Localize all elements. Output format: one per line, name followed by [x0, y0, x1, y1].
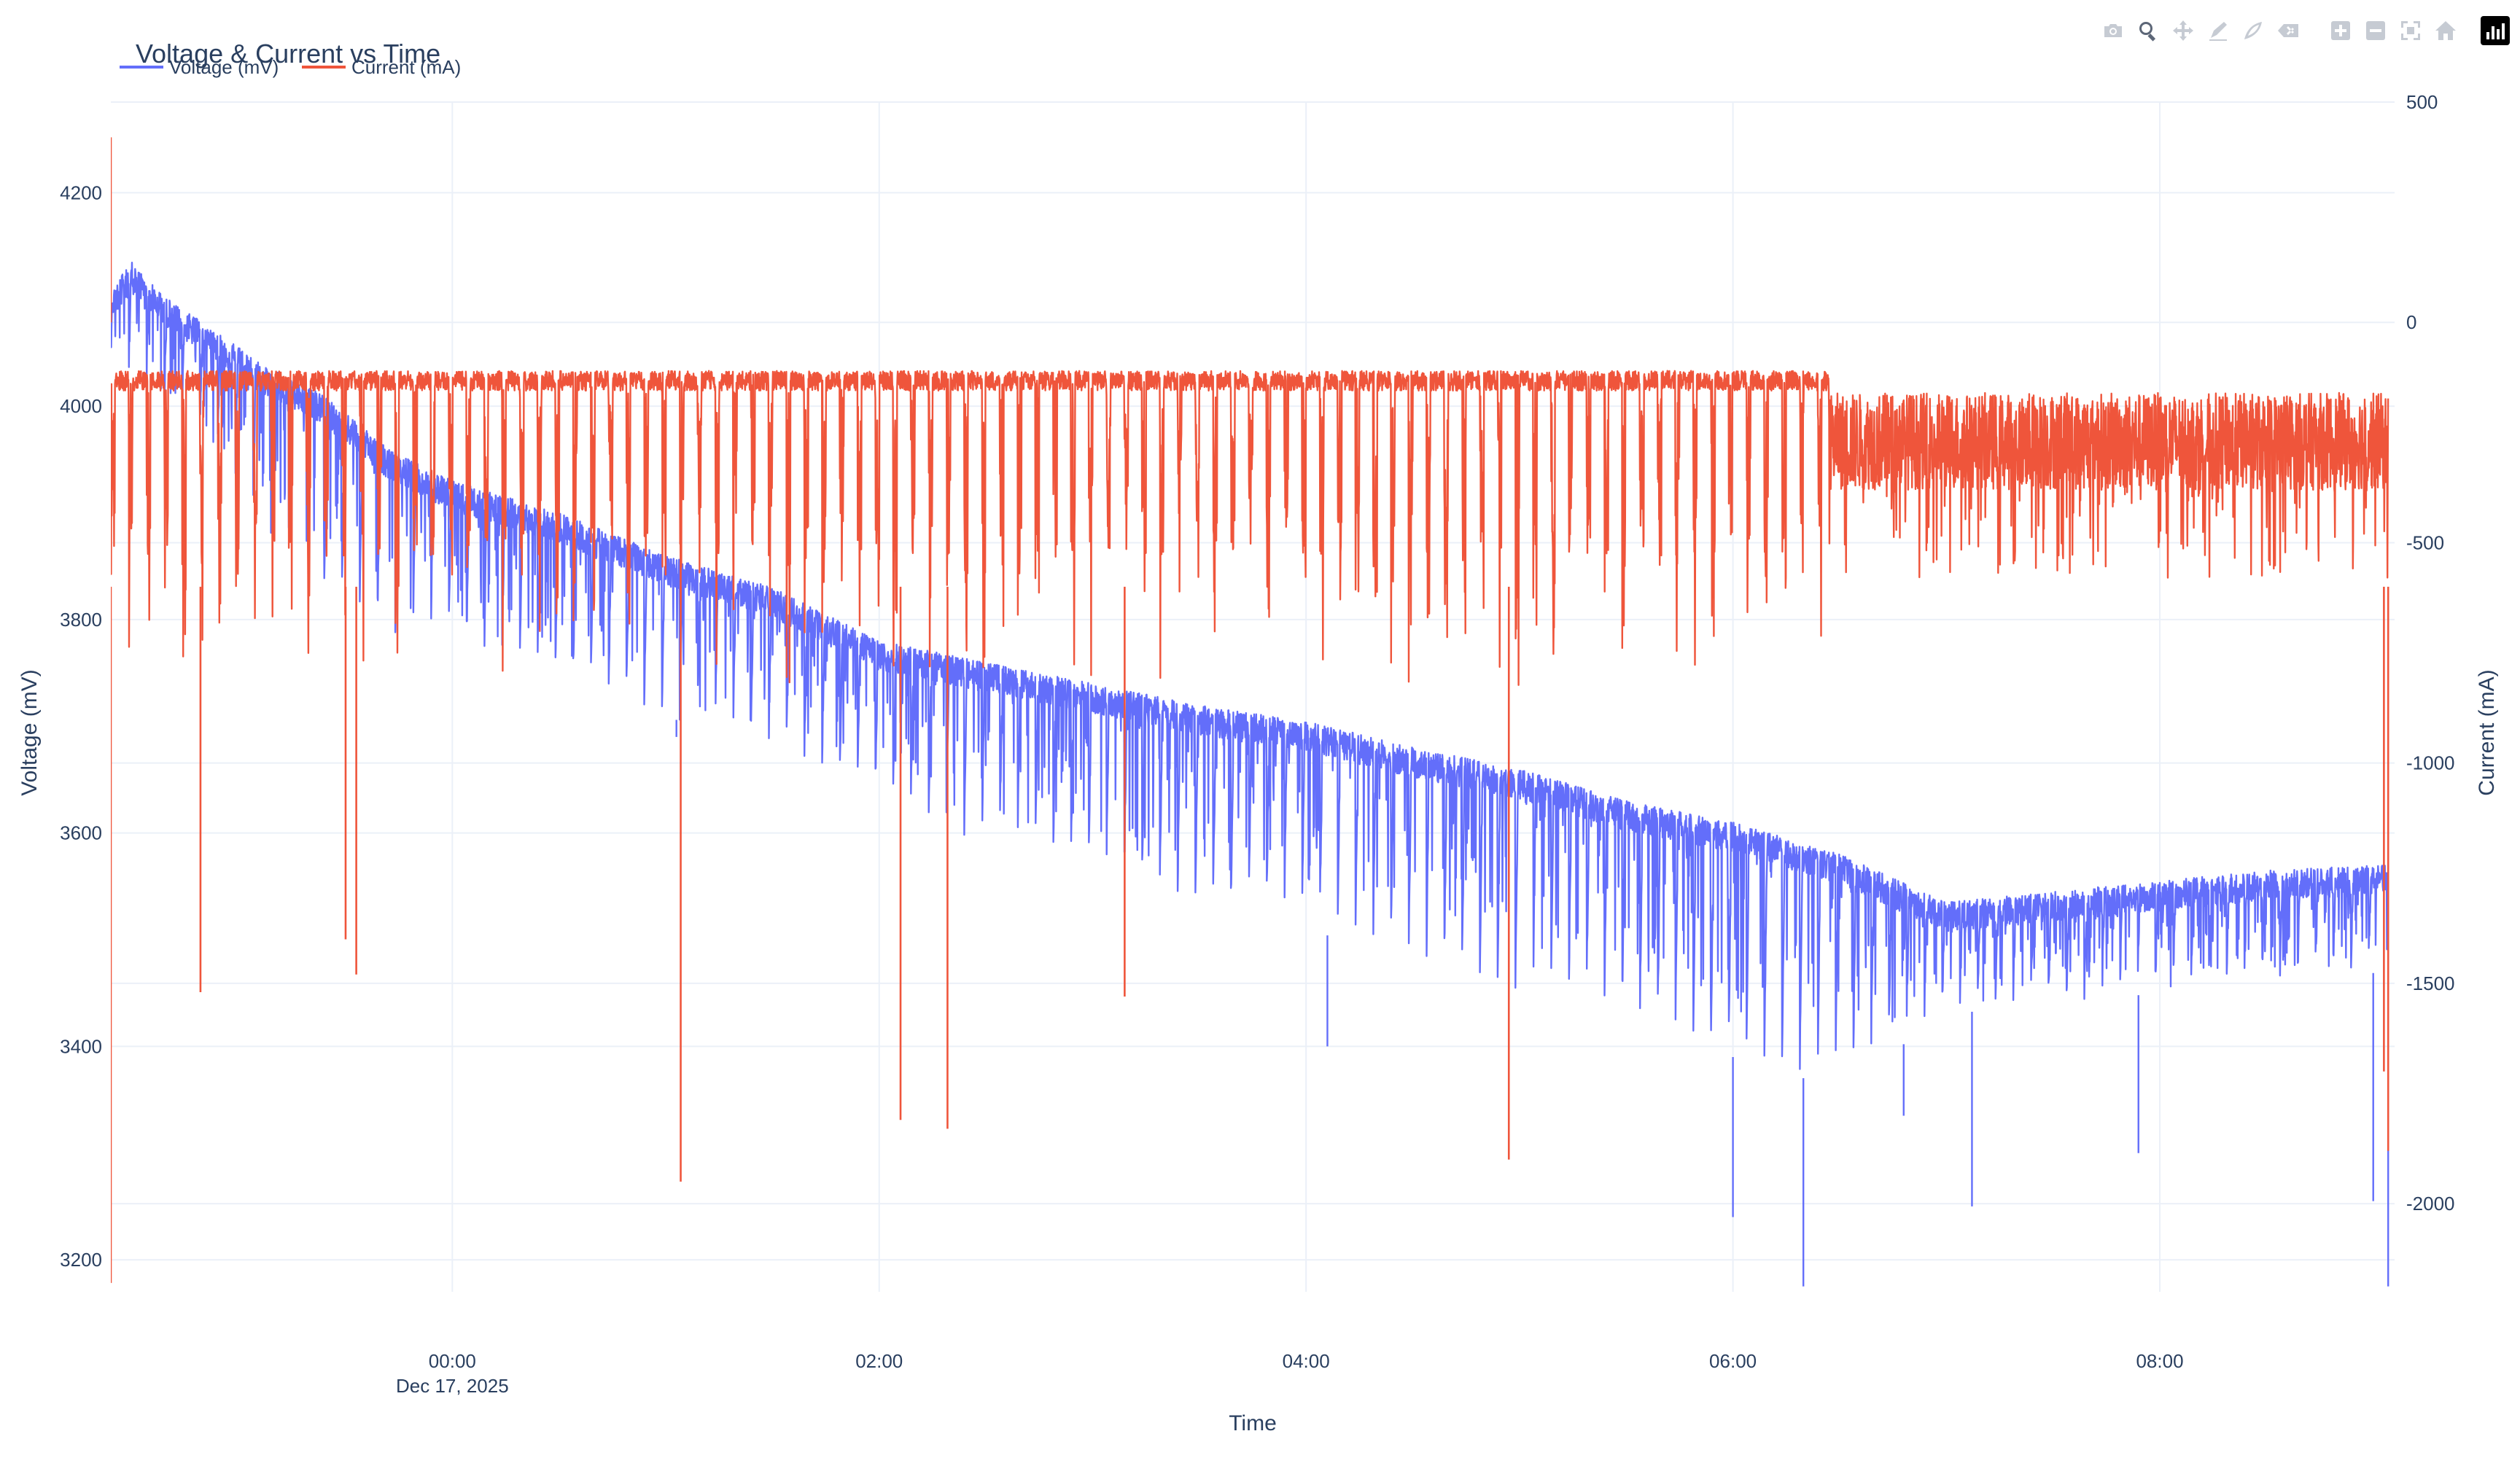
zoom-out-icon[interactable]	[2358, 16, 2393, 45]
draw-open-icon[interactable]	[2201, 16, 2236, 45]
autoscale-icon[interactable]	[2393, 16, 2428, 45]
y-tick-label: 3600	[60, 822, 102, 844]
x-tick-label: 06:00	[1709, 1350, 1757, 1372]
x-tick-label: 04:00	[1283, 1350, 1330, 1372]
y2-tick-label: 0	[2406, 311, 2416, 333]
x-tick-label: 00:00	[429, 1350, 476, 1372]
x-tick-sublabel: Dec 17, 2025	[396, 1375, 509, 1397]
y-tick-label: 3800	[60, 609, 102, 631]
erase-icon[interactable]	[2271, 16, 2306, 45]
chart-title: Voltage & Current vs Time	[136, 39, 440, 69]
pan-icon[interactable]	[2166, 16, 2201, 45]
y-tick-label: 4000	[60, 395, 102, 417]
y-tick-label: 3400	[60, 1035, 102, 1057]
y2-tick-label: -2000	[2406, 1193, 2455, 1215]
y2-axis-title: Current (mA)	[2475, 669, 2499, 795]
zoom-icon[interactable]	[2131, 16, 2166, 45]
y2-tick-label: -1500	[2406, 972, 2455, 994]
legend-label: Current (mA)	[351, 56, 461, 78]
modebar	[2078, 16, 2510, 45]
y2-tick-label: -500	[2406, 531, 2444, 553]
series-layer[interactable]	[111, 137, 2389, 1287]
x-axis-title: Time	[1229, 1411, 1277, 1435]
legend-item-current[interactable]: Current (mA)	[302, 56, 461, 78]
y-axis-title: Voltage (mV)	[18, 669, 42, 795]
y2-tick-label: 500	[2406, 91, 2438, 113]
y-tick-label: 4200	[60, 182, 102, 203]
plotly-logo-icon[interactable]	[2481, 16, 2510, 45]
zoom-in-icon[interactable]	[2323, 16, 2358, 45]
legend-item-voltage[interactable]: Voltage (mV)	[120, 56, 279, 78]
y-tick-label: 3200	[60, 1249, 102, 1271]
current-line[interactable]	[111, 370, 2389, 686]
draw-closed-icon[interactable]	[2236, 16, 2271, 45]
axes: 00:00 Dec 17, 2025 02:00 04:00 06:00 08:00 320…	[60, 91, 2454, 1397]
legend[interactable]: Voltage (mV) Current (mA)	[120, 56, 461, 78]
x-tick-label: 02:00	[855, 1350, 903, 1372]
y2-tick-label: -1000	[2406, 752, 2455, 774]
x-tick-label: 08:00	[2136, 1350, 2183, 1372]
home-icon[interactable]	[2428, 16, 2463, 45]
voltage-line[interactable]	[111, 262, 2389, 1070]
legend-label: Voltage (mV)	[169, 56, 279, 78]
camera-icon[interactable]	[2096, 16, 2131, 45]
